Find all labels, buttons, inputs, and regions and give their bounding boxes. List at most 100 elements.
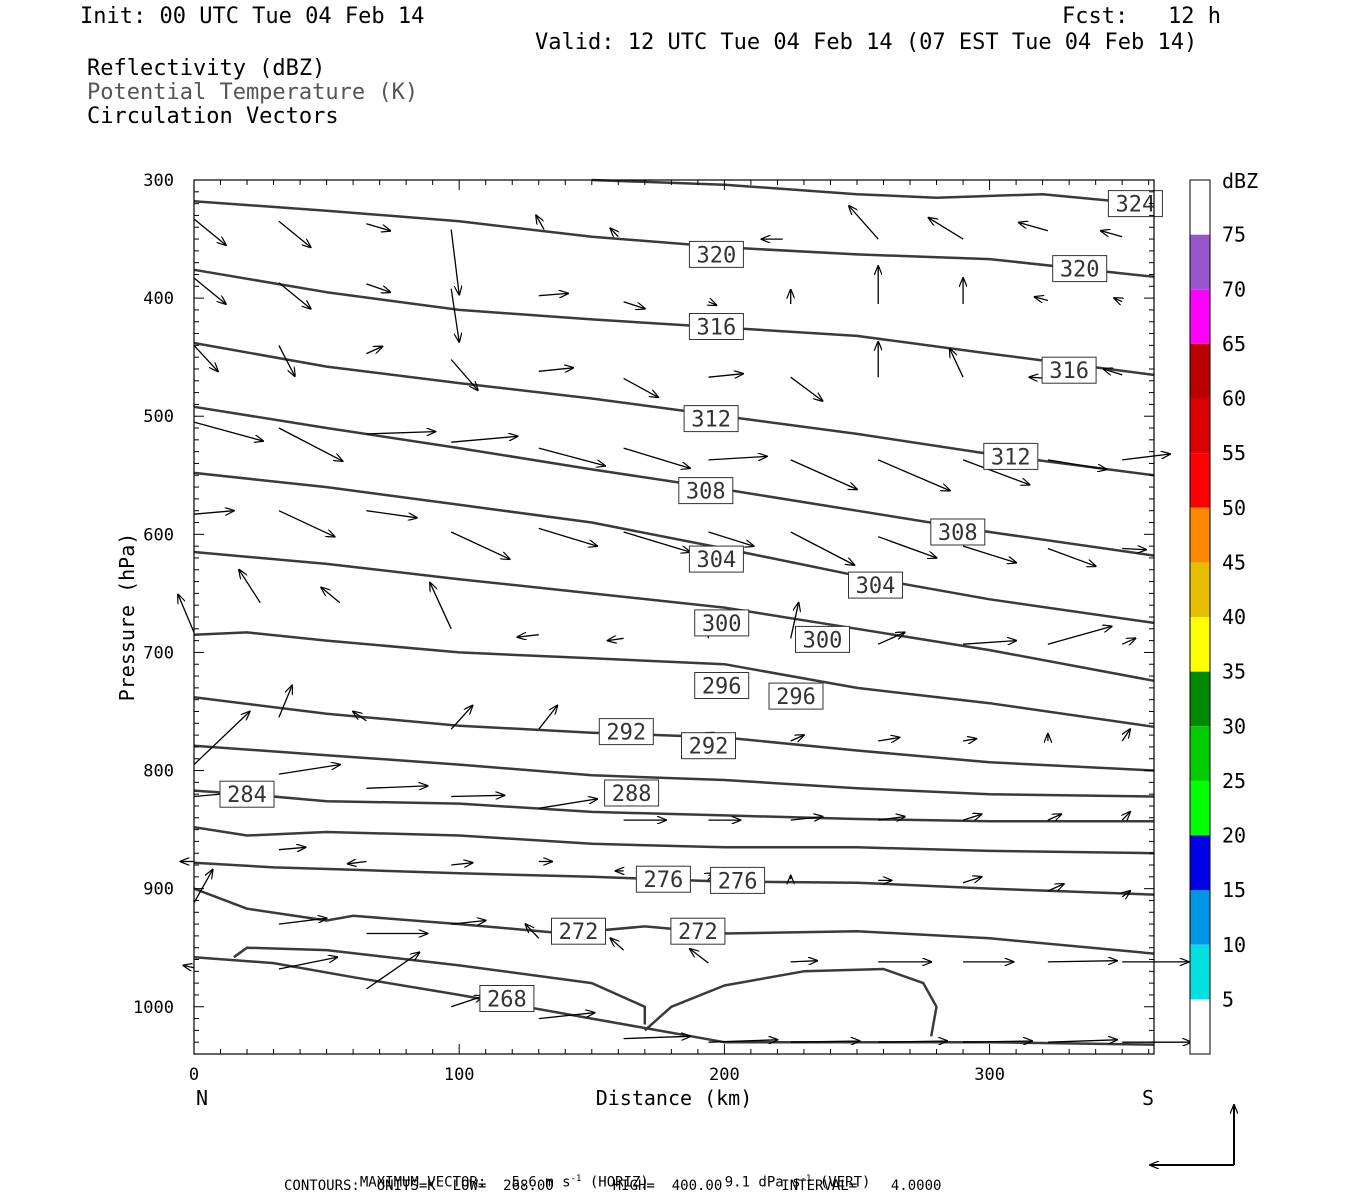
contour-280 (193, 825, 1155, 855)
x-axis-label: Distance (km) (596, 1086, 753, 1110)
contour-276 (193, 861, 1155, 896)
contour-label-box (681, 732, 736, 760)
colorbar-swatch (1190, 180, 1210, 235)
circulation-vector (353, 712, 367, 722)
circulation-vector (450, 359, 478, 391)
circulation-vector (1047, 459, 1106, 470)
colorbar-level-label: 5 (1222, 987, 1234, 1011)
contour-label-box (930, 518, 986, 546)
x-tick-label: 0 (189, 1065, 199, 1085)
contour-288 (193, 744, 1155, 798)
y-tick-label: 800 (143, 762, 174, 782)
circulation-vector (790, 961, 818, 962)
circulation-vector (962, 545, 1016, 563)
colorbar-level-label: 15 (1222, 878, 1246, 902)
circulation-vector (950, 349, 964, 378)
circulation-vector (790, 817, 823, 821)
contour-label-box (604, 779, 660, 807)
circulation-vector (278, 510, 335, 537)
circulation-vector (1122, 812, 1130, 820)
colorbar-level-label: 45 (1222, 550, 1246, 574)
circulation-vector (193, 218, 226, 245)
circulation-vector (451, 436, 517, 443)
circulation-vector (790, 1041, 860, 1042)
field-reflectivity: Reflectivity (dBZ) (87, 56, 326, 81)
contour-316 (193, 268, 1155, 377)
contour-label-box (795, 625, 850, 653)
x-tick-label: 100 (444, 1065, 475, 1085)
circulation-vector (451, 863, 472, 865)
circulation-vector (278, 847, 306, 849)
contour-label: 300 (803, 628, 843, 653)
circulation-vector (278, 282, 311, 309)
circulation-vector (962, 459, 1029, 485)
circulation-vector (610, 228, 618, 236)
contour-label-box (1041, 356, 1097, 384)
colorbar-swatch (1190, 671, 1210, 727)
contour-label-box (983, 442, 1039, 470)
y-tick-label: 400 (143, 289, 174, 309)
colorbar-level-label: 40 (1222, 605, 1246, 629)
circulation-vector (450, 996, 483, 1008)
circulation-vector (708, 456, 767, 460)
field-circulation-vectors: Circulation Vectors (87, 104, 339, 129)
colorbar-level-label: 30 (1222, 714, 1246, 738)
contour-label: 272 (678, 920, 718, 945)
contour-label: 320 (1060, 258, 1100, 283)
contour-label: 296 (702, 675, 742, 700)
colorbar-swatch (1190, 234, 1210, 290)
contour-324 (591, 178, 1155, 207)
circulation-vector (708, 1040, 778, 1042)
colorbar-swatch (1190, 780, 1210, 836)
circulation-vector (623, 447, 690, 468)
circulation-vector (1019, 223, 1049, 232)
valid-time: Valid: 12 UTC Tue 04 Feb 14 (07 EST Tue … (535, 30, 1198, 55)
circulation-vector (878, 738, 899, 742)
contour-label-box (688, 313, 744, 340)
circulation-vector (538, 799, 597, 809)
contour-272 (643, 967, 938, 1037)
contour-label-box (678, 477, 734, 505)
circulation-vector (1104, 369, 1123, 375)
contour-268 (193, 955, 1155, 1046)
colorbar-level-label: 25 (1222, 769, 1246, 793)
circulation-vector (450, 229, 459, 295)
circulation-vector (623, 301, 645, 309)
contour-label-box (598, 718, 654, 746)
colorbar-swatch (1190, 890, 1210, 945)
circulation-vector (183, 965, 195, 967)
max-vector-end: (VERT) (811, 1174, 871, 1191)
circulation-vector (623, 377, 659, 397)
circulation-vector (790, 531, 855, 565)
x-right-end-label: S (1142, 1086, 1154, 1110)
x-left-end-label: N (196, 1086, 208, 1110)
circulation-vector (878, 817, 905, 821)
colorbar-swatch (1190, 999, 1210, 1054)
circulation-vector (366, 510, 416, 518)
circulation-vector (1047, 1040, 1117, 1042)
circulation-vector (321, 588, 341, 604)
circulation-vector (193, 511, 234, 515)
circulation-vector (1035, 297, 1049, 301)
exp-vert: -1 (800, 1174, 812, 1184)
colorbar-frame (1189, 179, 1211, 1055)
contour-label-box (479, 985, 535, 1012)
circulation-vector (709, 302, 717, 306)
circulation-vector (278, 765, 340, 775)
contour-label-box (768, 682, 824, 710)
circulation-vector (193, 277, 226, 304)
colorbar-level-label: 35 (1222, 660, 1246, 684)
contour-label: 324 (1116, 193, 1156, 218)
contour-label: 304 (697, 548, 737, 573)
circulation-vector (239, 570, 261, 604)
circulation-vector (877, 459, 950, 491)
contour-label-box (694, 609, 750, 637)
circulation-vector (450, 288, 459, 342)
colorbar-swatch (1190, 617, 1210, 672)
contour-label: 292 (606, 721, 646, 746)
circulation-vector (536, 215, 545, 230)
y-axis-label: Pressure (hPa) (115, 533, 139, 702)
circulation-vector (538, 447, 605, 466)
colorbar-level-label: 55 (1222, 441, 1246, 465)
circulation-vector (708, 531, 754, 546)
